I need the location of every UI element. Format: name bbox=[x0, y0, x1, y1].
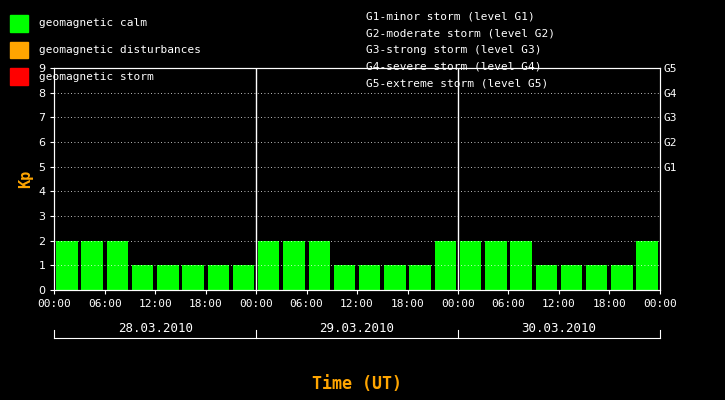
Bar bbox=[283, 241, 304, 290]
Bar bbox=[183, 265, 204, 290]
Bar bbox=[107, 241, 128, 290]
Text: G5-extreme storm (level G5): G5-extreme storm (level G5) bbox=[366, 78, 548, 89]
Bar bbox=[233, 265, 254, 290]
Bar bbox=[637, 241, 658, 290]
Bar bbox=[309, 241, 330, 290]
Bar bbox=[510, 241, 531, 290]
Text: 28.03.2010: 28.03.2010 bbox=[117, 322, 193, 335]
Bar bbox=[560, 265, 582, 290]
Text: G2-moderate storm (level G2): G2-moderate storm (level G2) bbox=[366, 28, 555, 38]
Bar bbox=[410, 265, 431, 290]
Bar bbox=[81, 241, 103, 290]
Text: geomagnetic calm: geomagnetic calm bbox=[39, 18, 147, 28]
Bar bbox=[359, 265, 381, 290]
Text: 29.03.2010: 29.03.2010 bbox=[320, 322, 394, 335]
Bar bbox=[207, 265, 229, 290]
Text: Time (UT): Time (UT) bbox=[312, 375, 402, 393]
Bar bbox=[485, 241, 507, 290]
Y-axis label: Kp: Kp bbox=[17, 170, 33, 188]
Bar bbox=[611, 265, 633, 290]
Bar bbox=[57, 241, 78, 290]
Bar bbox=[434, 241, 456, 290]
Bar bbox=[10, 15, 28, 32]
Bar bbox=[460, 241, 481, 290]
Text: G3-strong storm (level G3): G3-strong storm (level G3) bbox=[366, 45, 542, 55]
Bar bbox=[132, 265, 154, 290]
Bar bbox=[157, 265, 178, 290]
Bar bbox=[384, 265, 405, 290]
Text: G4-severe storm (level G4): G4-severe storm (level G4) bbox=[366, 62, 542, 72]
Text: G1-minor storm (level G1): G1-minor storm (level G1) bbox=[366, 11, 535, 21]
Text: 30.03.2010: 30.03.2010 bbox=[521, 322, 597, 335]
Bar bbox=[258, 241, 280, 290]
Bar bbox=[10, 42, 28, 58]
Text: geomagnetic disturbances: geomagnetic disturbances bbox=[39, 45, 201, 55]
Text: geomagnetic storm: geomagnetic storm bbox=[39, 72, 154, 82]
Bar bbox=[10, 68, 28, 85]
Bar bbox=[334, 265, 355, 290]
Bar bbox=[536, 265, 557, 290]
Bar bbox=[586, 265, 608, 290]
